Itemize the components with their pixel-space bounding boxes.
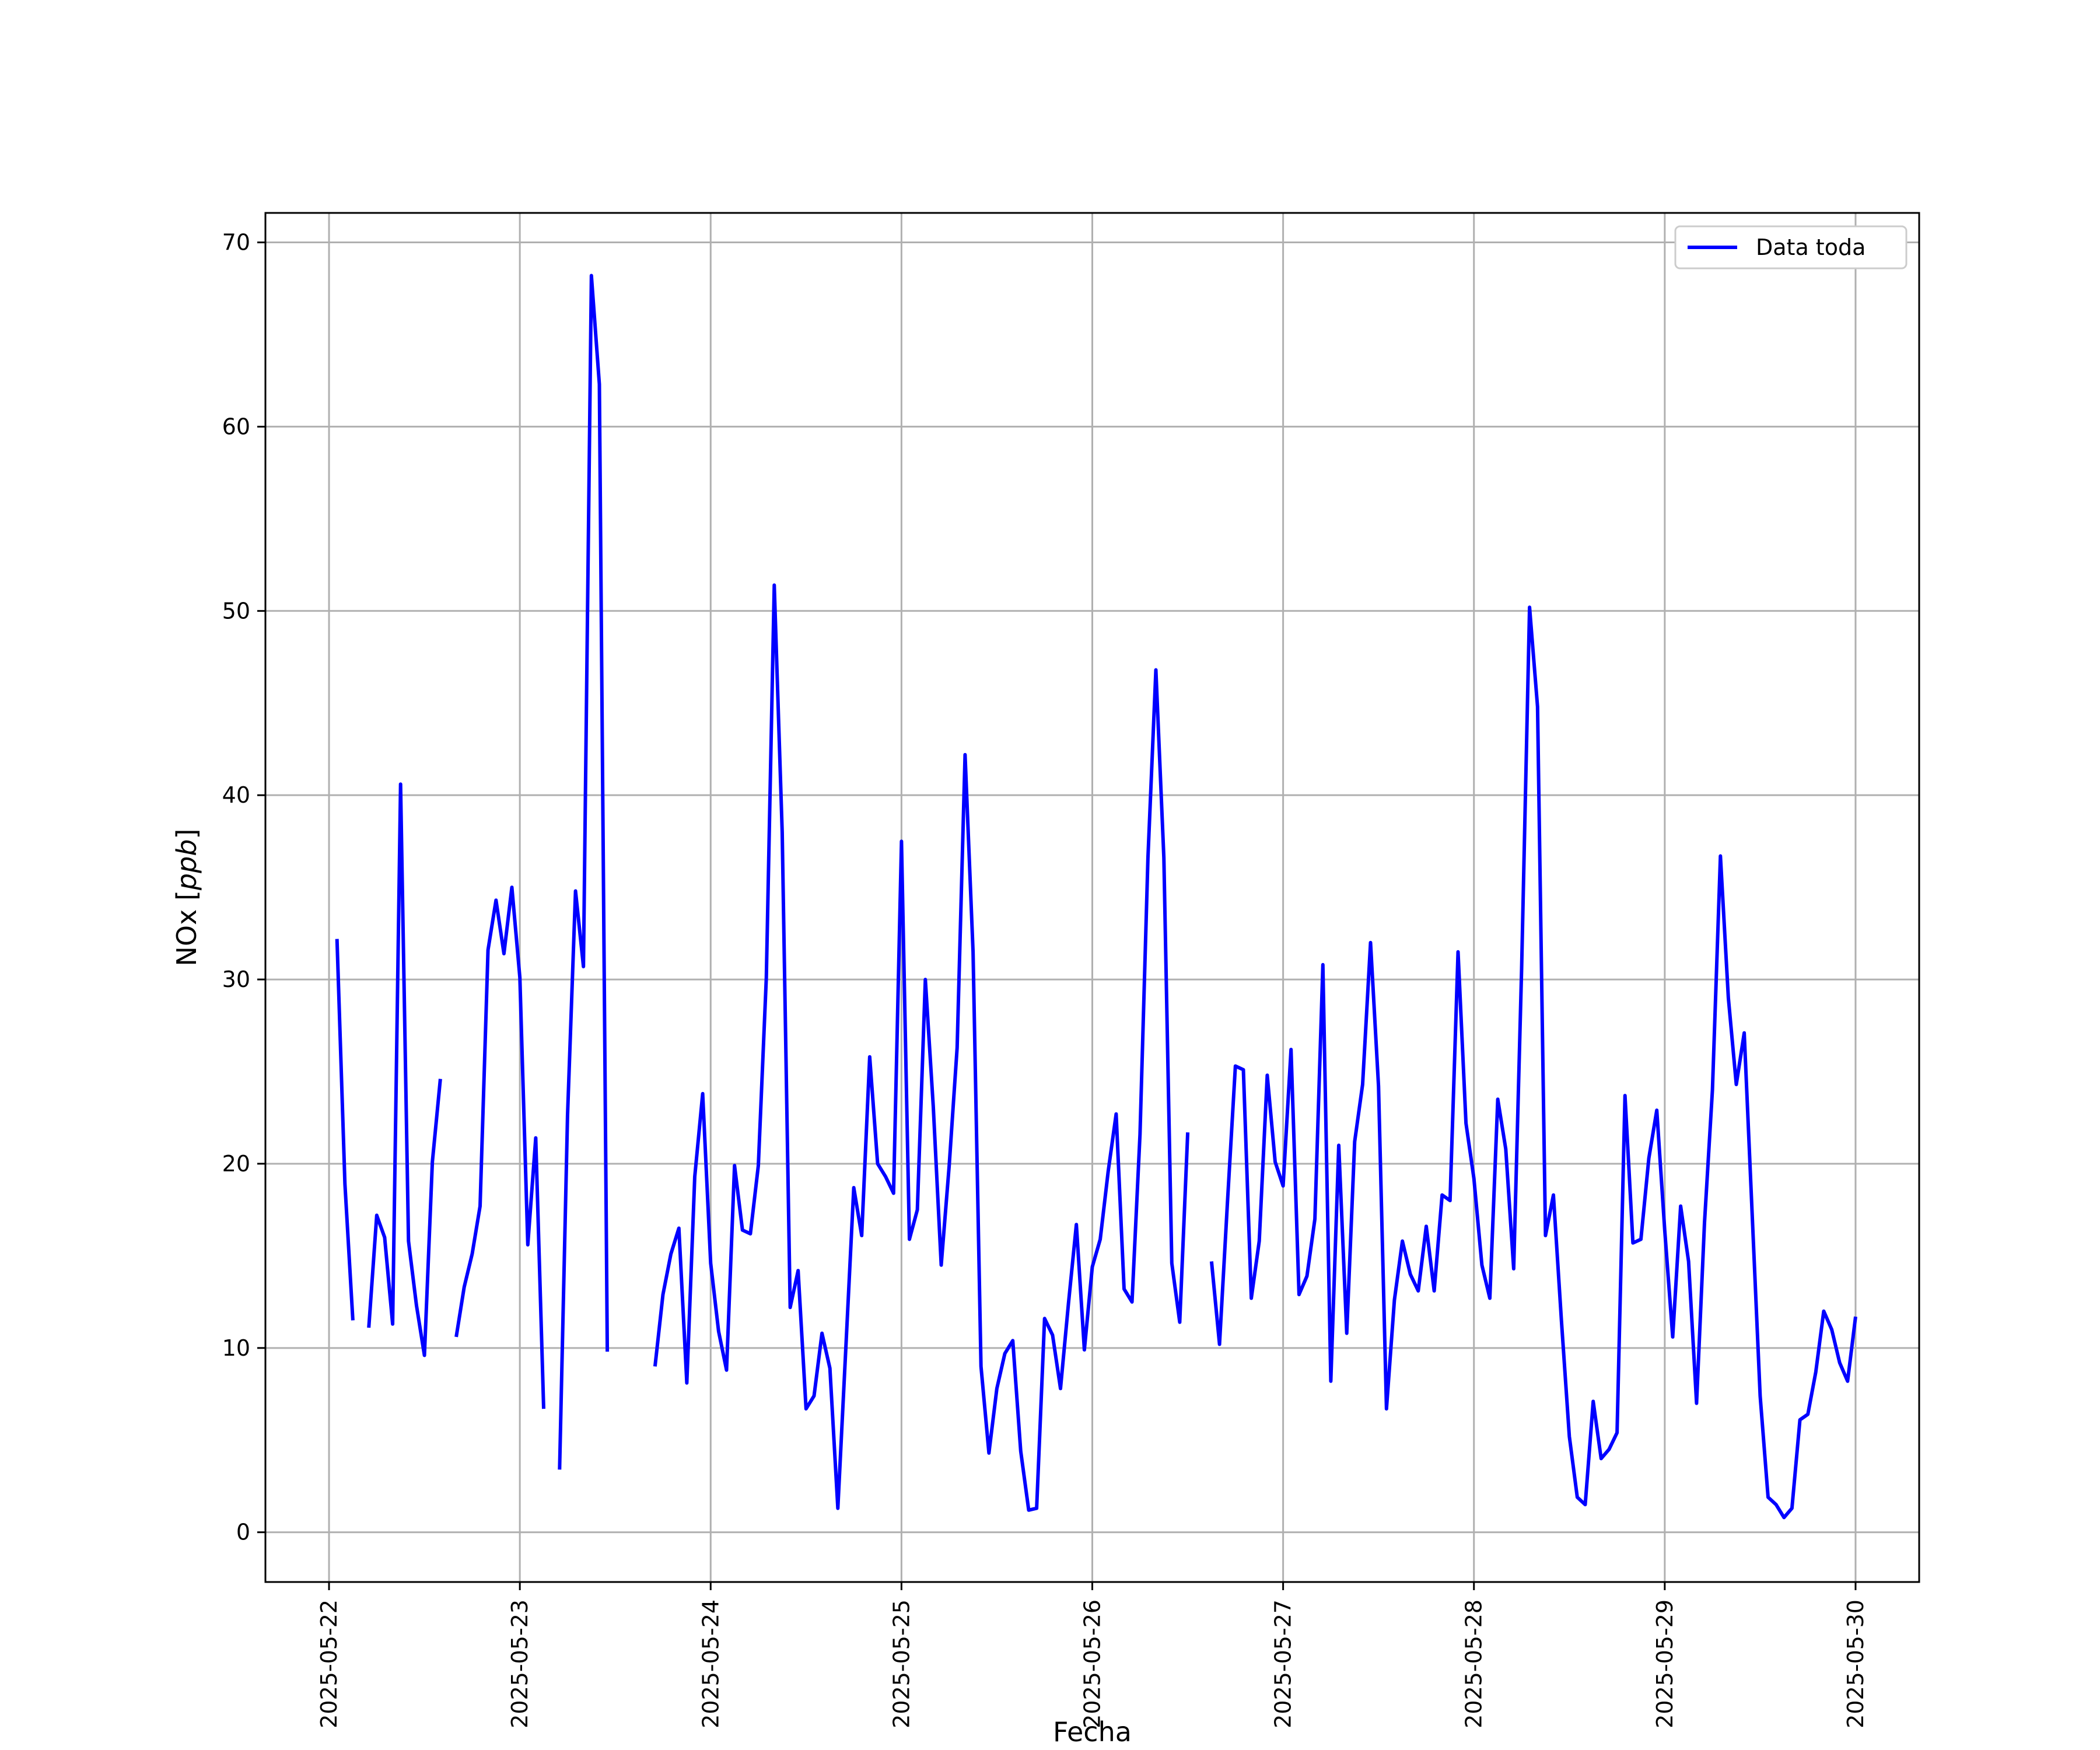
x-tick-label: 2025-05-25 bbox=[888, 1600, 914, 1728]
x-tick-label: 2025-05-23 bbox=[507, 1600, 533, 1728]
y-axis-title-main: NOx bbox=[171, 901, 202, 966]
grid-lines bbox=[265, 213, 1919, 1582]
y-tick-label: 20 bbox=[222, 1151, 250, 1177]
x-tick-label: 2025-05-22 bbox=[316, 1600, 342, 1728]
x-tick-label: 2025-05-29 bbox=[1652, 1600, 1678, 1728]
y-tick-label: 40 bbox=[222, 782, 250, 808]
legend-label: Data toda bbox=[1756, 235, 1866, 260]
series-line-segment bbox=[335, 939, 355, 1321]
x-axis-title: Fecha bbox=[1053, 1716, 1132, 1748]
series-lines bbox=[335, 274, 1857, 1520]
series-line-segment bbox=[367, 782, 442, 1357]
x-tick-label: 2025-05-28 bbox=[1461, 1600, 1487, 1728]
y-tick-label: 0 bbox=[236, 1520, 250, 1545]
y-axis-title-close: ] bbox=[171, 829, 202, 839]
series-line-segment bbox=[1209, 606, 1857, 1520]
y-axis-title: NOx [ppb] bbox=[171, 829, 202, 967]
y-tick-label: 50 bbox=[222, 598, 250, 624]
y-tick-label: 60 bbox=[222, 414, 250, 439]
y-tick-labels: 0 10 20 30 40 50 60 70 bbox=[222, 230, 250, 1545]
x-tick-label: 2025-05-27 bbox=[1270, 1600, 1296, 1728]
legend-box bbox=[1674, 225, 1908, 270]
x-tick-labels: 2025-05-22 2025-05-23 2025-05-24 2025-05-25… bbox=[316, 1600, 1868, 1728]
series-line-segment bbox=[653, 583, 1190, 1512]
series-line-segment bbox=[558, 274, 610, 1470]
y-axis-title-unit: ppb bbox=[171, 839, 202, 891]
x-tick-label: 2025-05-30 bbox=[1843, 1600, 1868, 1728]
x-tick-label: 2025-05-26 bbox=[1080, 1600, 1105, 1728]
series-line-segment bbox=[454, 886, 545, 1409]
y-axis-title-open: [ bbox=[171, 890, 202, 901]
y-tick-label: 70 bbox=[222, 230, 250, 256]
axis-ticks bbox=[257, 242, 1857, 1590]
y-tick-label: 10 bbox=[222, 1335, 250, 1361]
legend: Data toda bbox=[1674, 225, 1908, 270]
y-tick-label: 30 bbox=[222, 967, 250, 992]
x-tick-label: 2025-05-24 bbox=[698, 1600, 723, 1728]
